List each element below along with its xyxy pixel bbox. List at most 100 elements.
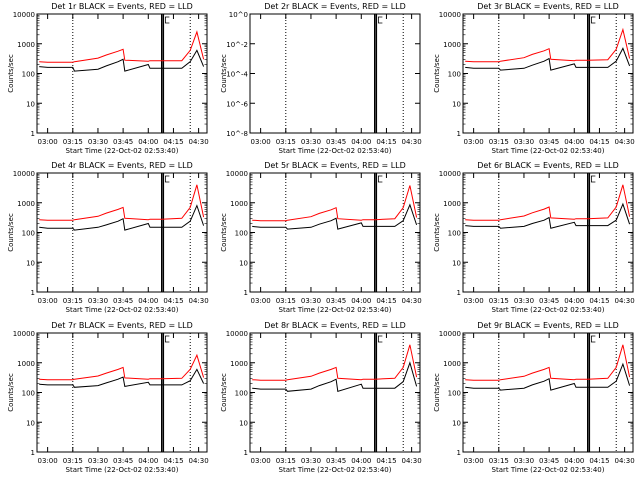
y-tick-label: 1 [31,289,35,297]
y-tick-label: 10 [26,259,35,267]
x-tick-label: 03:30 [301,457,321,465]
detector-panel-1: Det 1r BLACK = Events, RED = LLD 1 10 100 10… [7,2,209,155]
panel-title: Det 5r BLACK = Events, RED = LLD [264,161,406,170]
x-tick-label: 03:30 [88,457,108,465]
y-tick-label: 1000 [443,360,461,368]
x-axis-label: Start Time (22-Oct-02 02:53:40) [66,147,179,155]
x-axis-label: Start Time (22-Oct-02 02:53:40) [279,306,392,314]
series-line-lld [465,184,631,221]
y-tick-label: 10 [26,100,35,108]
series-line-events [465,362,631,391]
series-line-lld [252,344,418,381]
detector-panel-9: Det 9r BLACK = Events, RED = LLD 1 10 100 10… [433,321,635,474]
x-tick-label: 04:30 [402,138,422,146]
y-axis-label: Counts/sec [7,373,15,412]
y-tick-label: 1000 [17,200,35,208]
interval-bracket-mark [590,335,596,343]
x-tick-label: 04:15 [163,297,183,305]
x-axis-label: Start Time (22-Oct-02 02:53:40) [279,147,392,155]
x-axis-label: Start Time (22-Oct-02 02:53:40) [492,466,605,474]
y-axis-label: Counts/sec [7,213,15,252]
x-tick-label: 03:15 [489,457,509,465]
y-tick-label: 10000 [13,11,35,19]
x-tick-label: 03:15 [276,138,296,146]
y-tick-label: 100 [22,71,35,79]
detector-panel-6: Det 6r BLACK = Events, RED = LLD 1 10 100 10… [433,161,635,314]
y-tick-label: 10 [452,419,461,427]
y-axis-label: Counts/sec [220,213,228,252]
y-axis-label: Counts/sec [220,54,228,93]
x-tick-label: 04:00 [351,297,371,305]
x-tick-label: 03:00 [464,138,484,146]
x-tick-label: 03:30 [88,297,108,305]
y-axis-label: Counts/sec [433,373,441,412]
interval-bracket-mark [377,16,383,24]
x-tick-label: 03:00 [464,457,484,465]
y-tick-label: 10000 [13,170,35,178]
interval-bracket-mark [590,175,596,183]
detector-panel-2: Det 2r BLACK = Events, RED = LLD 10^0 10^-… [220,2,422,155]
x-tick-label: 03:00 [38,138,58,146]
x-tick-label: 04:30 [615,138,635,146]
x-tick-label: 03:45 [113,138,133,146]
x-tick-label: 04:00 [138,457,158,465]
y-tick-label: 1 [457,130,461,138]
x-tick-label: 03:45 [539,297,559,305]
x-tick-label: 03:00 [251,138,271,146]
series-line-lld [465,27,631,63]
series-line-events [39,368,205,388]
x-tick-label: 03:00 [251,457,271,465]
x-axis-label: Start Time (22-Oct-02 02:53:40) [66,466,179,474]
x-tick-label: 03:30 [514,297,534,305]
detector-panel-8: Det 8r BLACK = Events, RED = LLD 1 10 100 10… [220,321,422,474]
y-axis-label: Counts/sec [433,213,441,252]
y-tick-label: 100 [448,390,461,398]
y-tick-label: 1 [31,449,35,457]
y-tick-label: 10 [239,419,248,427]
x-tick-label: 03:15 [63,457,83,465]
x-tick-label: 04:30 [189,457,209,465]
y-axis-label: Counts/sec [220,373,228,412]
y-tick-label: 10000 [226,170,248,178]
panel-title: Det 4r BLACK = Events, RED = LLD [51,161,193,170]
x-tick-label: 03:45 [113,297,133,305]
x-tick-label: 04:00 [351,457,371,465]
plot-frame [462,332,634,453]
series-line-lld [252,185,418,222]
y-tick-label: 10^-6 [226,100,248,108]
interval-bracket-mark [590,16,596,24]
x-tick-label: 04:00 [564,457,584,465]
interval-bracket-mark [377,175,383,183]
series-line-events [39,204,205,231]
y-tick-label: 10 [452,100,461,108]
x-tick-label: 04:00 [351,138,371,146]
x-tick-label: 04:30 [615,297,635,305]
plot-frame [36,172,208,293]
plot-frame [36,332,208,453]
x-axis-label: Start Time (22-Oct-02 02:53:40) [492,147,605,155]
x-tick-label: 04:15 [163,138,183,146]
x-tick-label: 04:15 [376,138,396,146]
x-tick-label: 03:30 [301,297,321,305]
detector-panel-5: Det 5r BLACK = Events, RED = LLD 1 10 100 10… [220,161,422,314]
detector-panel-7: Det 7r BLACK = Events, RED = LLD 1 10 100 10… [7,321,209,474]
series-line-lld [39,30,205,63]
x-tick-label: 03:45 [539,138,559,146]
y-tick-label: 100 [448,230,461,238]
plot-frame [249,13,421,134]
x-tick-label: 03:30 [88,138,108,146]
x-tick-label: 03:45 [539,457,559,465]
interval-bracket-mark [164,16,170,24]
series-line-events [465,47,631,71]
y-tick-label: 1 [457,289,461,297]
y-tick-label: 1000 [230,360,248,368]
x-tick-label: 03:30 [301,138,321,146]
x-tick-label: 03:45 [113,457,133,465]
x-tick-label: 04:15 [589,297,609,305]
y-tick-label: 1000 [443,200,461,208]
y-tick-label: 1000 [230,200,248,208]
x-tick-label: 03:00 [464,297,484,305]
x-tick-label: 03:00 [251,297,271,305]
x-tick-label: 03:00 [38,457,58,465]
